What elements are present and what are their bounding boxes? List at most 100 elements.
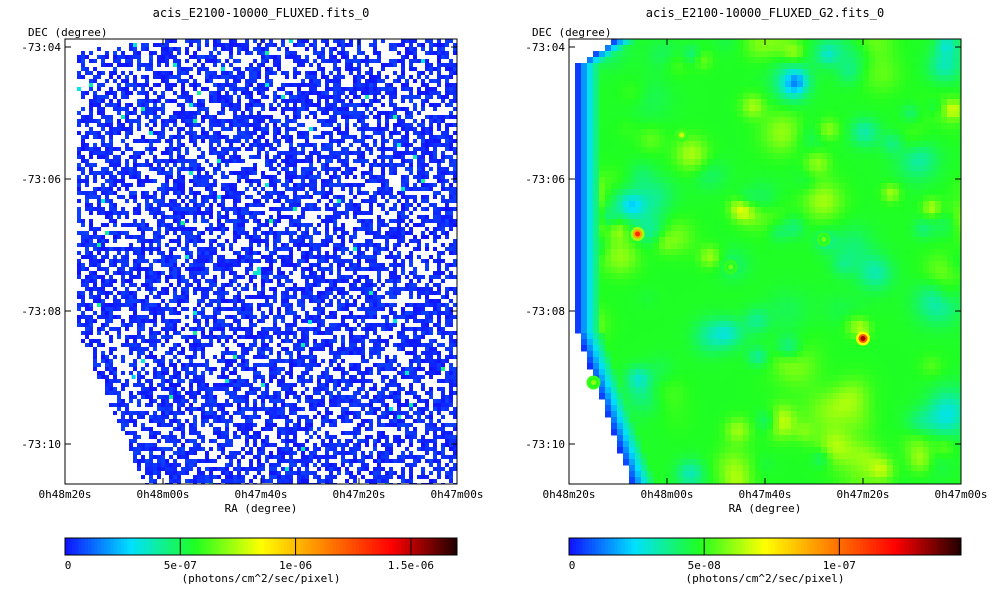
pixel [329,103,333,107]
pixel [105,363,109,367]
pixel [389,103,393,107]
pixel [365,275,369,279]
pixel [273,63,277,67]
pixel [137,207,141,211]
pixel [113,131,117,135]
pixel [193,211,197,215]
pixel [161,251,165,255]
pixel [401,231,405,235]
pixel [245,379,249,383]
pixel [297,187,301,191]
pixel [177,203,181,207]
pixel [233,391,237,395]
pixel [257,363,261,367]
pixel [369,355,373,359]
pixel [441,363,445,367]
pixel [429,159,433,163]
pixel [117,63,121,67]
pixel [309,155,313,159]
pixel [145,203,149,207]
pixel [201,211,205,215]
pixel [125,75,129,79]
pixel [241,287,245,291]
pixel [221,359,225,363]
pixel [357,83,361,87]
pixel [341,247,345,251]
pixel [269,351,273,355]
pixel [349,363,353,367]
pixel [169,395,173,399]
pixel [257,71,261,75]
pixel [381,363,385,367]
pixel [361,91,365,95]
pixel [297,247,301,251]
pixel [357,151,361,155]
pixel [177,151,181,155]
pixel [437,47,441,51]
pixel [81,263,85,267]
pixel [377,99,381,103]
pixel [437,127,441,131]
pixel [281,255,285,259]
pixel [433,247,437,251]
pixel [357,323,361,327]
pixel [237,379,241,383]
pixel [149,291,153,295]
pixel [437,175,441,179]
pixel [401,127,405,131]
pixel [161,395,165,399]
pixel [125,131,129,135]
pixel [365,223,369,227]
pixel [449,83,453,87]
pixel [373,39,377,43]
pixel [349,135,353,139]
pixel [121,343,125,347]
pixel [177,351,181,355]
pixel [261,203,265,207]
pixel [425,139,429,143]
pixel [421,359,425,363]
pixel [173,47,177,51]
pixel [149,51,153,55]
pixel [285,171,289,175]
pixel [441,207,445,211]
pixel [393,219,397,223]
pixel [277,103,281,107]
pixel [257,291,261,295]
pixel [209,59,213,63]
pixel [281,271,285,275]
pixel [445,187,449,191]
pixel [149,303,153,307]
pixel [417,355,421,359]
pixel [393,359,397,363]
pixel [277,335,281,339]
pixel [389,83,393,87]
pixel [221,99,225,103]
pixel [257,43,261,47]
pixel [229,127,233,131]
pixel [81,55,85,59]
pixel [401,83,405,87]
pixel [337,227,341,231]
pixel [389,391,393,395]
pixel [445,115,449,119]
pixel [329,255,333,259]
pixel [349,315,353,319]
pixel [289,187,293,191]
pixel [353,135,357,139]
pixel [137,99,141,103]
pixel [413,351,417,355]
pixel [277,47,281,51]
pixel [249,275,253,279]
pixel [453,291,457,295]
pixel [133,163,137,167]
pixel [233,39,237,43]
pixel [309,171,313,175]
pixel [121,271,125,275]
pixel [201,179,205,183]
pixel [277,215,281,219]
pixel [333,39,337,43]
pixel [309,251,313,255]
pixel [437,135,441,139]
pixel [425,331,429,335]
